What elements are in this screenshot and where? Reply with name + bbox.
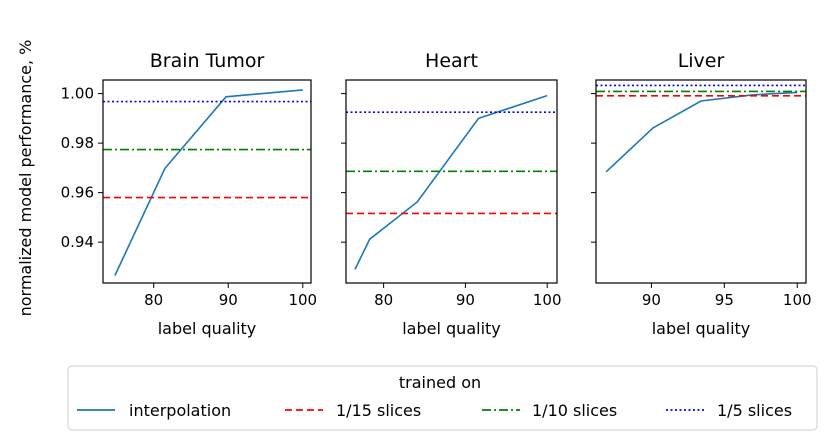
series-solid-line [114, 89, 303, 276]
legend-label: 1/10 slices [532, 401, 617, 420]
legend-label: interpolation [129, 401, 231, 420]
plot-area [346, 94, 557, 270]
x-tick-label: 80 [144, 291, 163, 309]
series-solid-line [354, 94, 548, 270]
panel-1: Heart 80 90 100 label quality [341, 50, 562, 338]
axes-frame [102, 79, 312, 284]
legend-title: trained on [399, 373, 481, 392]
panel-title: Liver [678, 50, 725, 72]
x-axis-label: label quality [158, 319, 257, 338]
x-tick-label: 100 [783, 291, 812, 309]
y-tick-label: 0.96 [61, 184, 94, 202]
panel-title: Brain Tumor [150, 50, 265, 72]
x-axis-label: label quality [402, 319, 501, 338]
axes-frame [345, 79, 558, 284]
legend-label: 1/15 slices [336, 401, 421, 420]
x-tick-label: 100 [288, 291, 317, 309]
x-tick-label: 100 [533, 291, 562, 309]
plot-area [103, 89, 311, 276]
panel-title: Heart [425, 50, 478, 72]
series-solid-line [605, 91, 798, 173]
legend-label: 1/5 slices [717, 401, 792, 420]
x-tick-label: 90 [456, 291, 475, 309]
legend-box [67, 365, 818, 431]
x-tick-label: 90 [219, 291, 238, 309]
x-tick-label: 90 [642, 291, 661, 309]
x-tick-label: 95 [715, 291, 734, 309]
x-tick-label: 80 [374, 291, 393, 309]
plot-area [596, 84, 806, 173]
y-tick-label: 0.98 [61, 134, 94, 152]
panel-0: Brain Tumor 80 90 100 0.94 0.96 0.98 1.00 label … [61, 50, 318, 338]
panel-2: Liver 90 95 100 label quality [591, 50, 812, 338]
y-axis-label: normalized model performance, % [16, 40, 35, 317]
x-axis-label: label quality [652, 319, 751, 338]
axes-frame [595, 79, 807, 284]
legend: trained on interpolation 1/15 slices 1/10 … [67, 365, 818, 431]
y-tick-label: 0.94 [61, 233, 94, 251]
y-tick-label: 1.00 [61, 85, 94, 103]
